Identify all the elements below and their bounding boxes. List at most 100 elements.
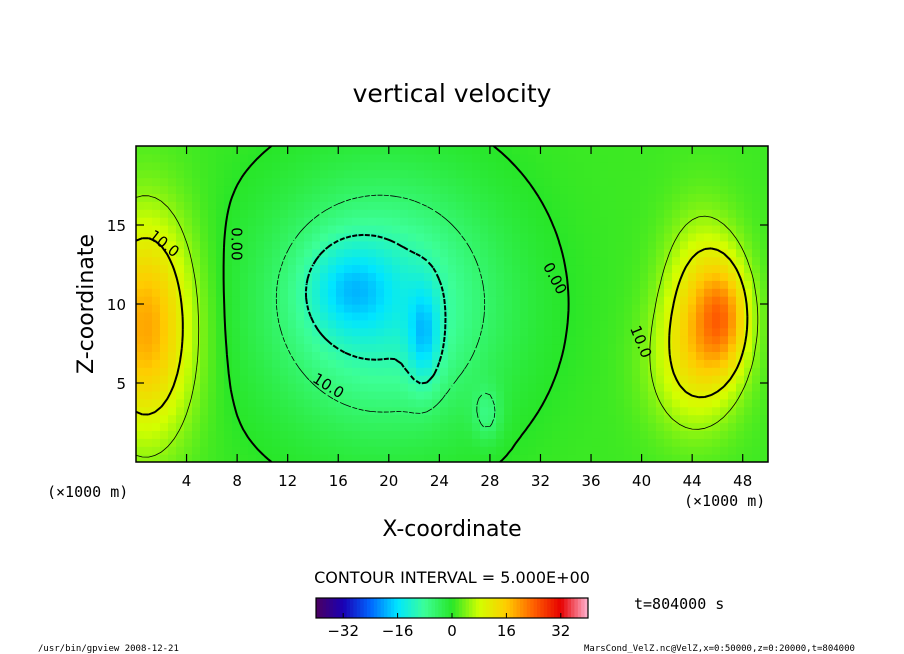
field-cell (224, 327, 233, 337)
field-cell (440, 161, 449, 171)
field-cell (256, 240, 265, 250)
field-cell (368, 422, 377, 431)
field-cell (464, 169, 473, 179)
field-cell (488, 327, 497, 337)
field-cell (624, 169, 633, 179)
field-cell (640, 327, 649, 337)
field-cell (376, 367, 385, 376)
field-cell (240, 193, 249, 202)
field-cell (576, 193, 585, 202)
field-cell (160, 343, 169, 352)
field-cell (280, 256, 289, 266)
field-cell (456, 351, 465, 360)
field-cell (320, 343, 329, 352)
field-cell (656, 454, 665, 462)
field-cell (360, 272, 369, 281)
field-cell (256, 390, 265, 400)
field-cell (752, 422, 761, 431)
field-cell (328, 414, 337, 424)
field-cell (472, 311, 481, 321)
field-cell (432, 201, 441, 210)
field-cell (680, 367, 689, 376)
field-cell (760, 454, 768, 462)
field-cell (376, 446, 385, 455)
field-cell (608, 280, 617, 289)
field-cell (272, 209, 281, 218)
field-cell (160, 201, 169, 210)
field-cell (344, 446, 353, 455)
field-cell (328, 169, 337, 179)
field-cell (528, 232, 537, 242)
field-cell (160, 335, 169, 345)
field-cell (728, 327, 737, 337)
field-cell (400, 153, 409, 163)
field-cell (632, 422, 641, 431)
field-cell (432, 146, 441, 155)
field-cell (592, 367, 601, 376)
field-cell (696, 398, 705, 408)
field-cell (344, 375, 353, 384)
field-cell (456, 264, 465, 273)
field-cell (344, 406, 353, 416)
field-cell (600, 240, 609, 250)
field-cell (704, 311, 713, 321)
field-cell (640, 398, 649, 408)
field-cell (224, 438, 233, 447)
field-cell (688, 232, 697, 242)
field-cell (240, 304, 249, 313)
field-cell (176, 272, 185, 281)
field-cell (536, 280, 545, 289)
field-cell (264, 256, 273, 266)
field-cell (616, 169, 625, 179)
field-cell (288, 446, 297, 455)
field-cell (336, 398, 345, 408)
field-cell (288, 248, 297, 258)
field-cell (488, 193, 497, 202)
colorbar-swatch (431, 598, 436, 618)
field-cell (496, 146, 505, 155)
field-cell (184, 161, 193, 171)
field-cell (384, 177, 393, 187)
field-cell (592, 146, 601, 155)
field-cell (736, 383, 745, 392)
field-cell (288, 390, 297, 400)
field-cell (296, 169, 305, 179)
field-cell (352, 185, 361, 194)
field-cell (344, 264, 353, 273)
field-cell (632, 375, 641, 384)
field-cell (584, 232, 593, 242)
field-cell (224, 351, 233, 360)
field-cell (760, 414, 768, 424)
field-cell (280, 232, 289, 242)
field-cell (688, 296, 697, 305)
field-cell (368, 177, 377, 187)
field-cell (584, 390, 593, 400)
field-cell (544, 248, 553, 258)
field-cell (568, 209, 577, 218)
field-cell (368, 319, 377, 329)
field-cell (688, 311, 697, 321)
field-cell (512, 327, 521, 337)
field-cell (672, 146, 681, 155)
field-cell (488, 343, 497, 352)
colorbar-swatch (316, 598, 320, 618)
field-cell (592, 256, 601, 266)
field-cell (632, 438, 641, 447)
field-cell (208, 153, 217, 163)
field-cell (536, 201, 545, 210)
field-cell (136, 153, 145, 163)
footer-right: MarsCond_VelZ.nc@VelZ,x=0:50000,z=0:2000… (584, 644, 855, 654)
field-cell (512, 359, 521, 368)
field-cell (280, 264, 289, 273)
field-cell (648, 430, 657, 439)
field-cell (216, 390, 225, 400)
field-cell (528, 304, 537, 313)
field-cell (552, 438, 561, 447)
field-cell (272, 367, 281, 376)
field-cell (544, 193, 553, 202)
colorbar-swatch (550, 598, 555, 618)
field-cell (168, 153, 177, 163)
colorbar-swatch (319, 598, 324, 618)
field-cell (288, 359, 297, 368)
field-cell (624, 414, 633, 424)
